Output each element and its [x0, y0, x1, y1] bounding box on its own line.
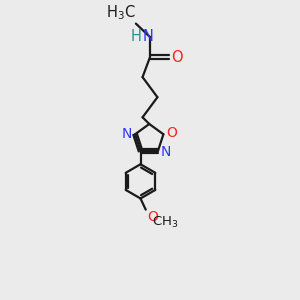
Text: H$_3$C: H$_3$C: [106, 3, 135, 22]
Text: O: O: [167, 126, 178, 140]
Text: N: N: [161, 145, 171, 159]
Text: N: N: [122, 127, 132, 140]
Text: H: H: [131, 29, 142, 44]
Text: O: O: [147, 210, 158, 224]
Text: O: O: [172, 50, 183, 64]
Text: N: N: [142, 29, 153, 44]
Text: CH$_3$: CH$_3$: [152, 215, 179, 230]
